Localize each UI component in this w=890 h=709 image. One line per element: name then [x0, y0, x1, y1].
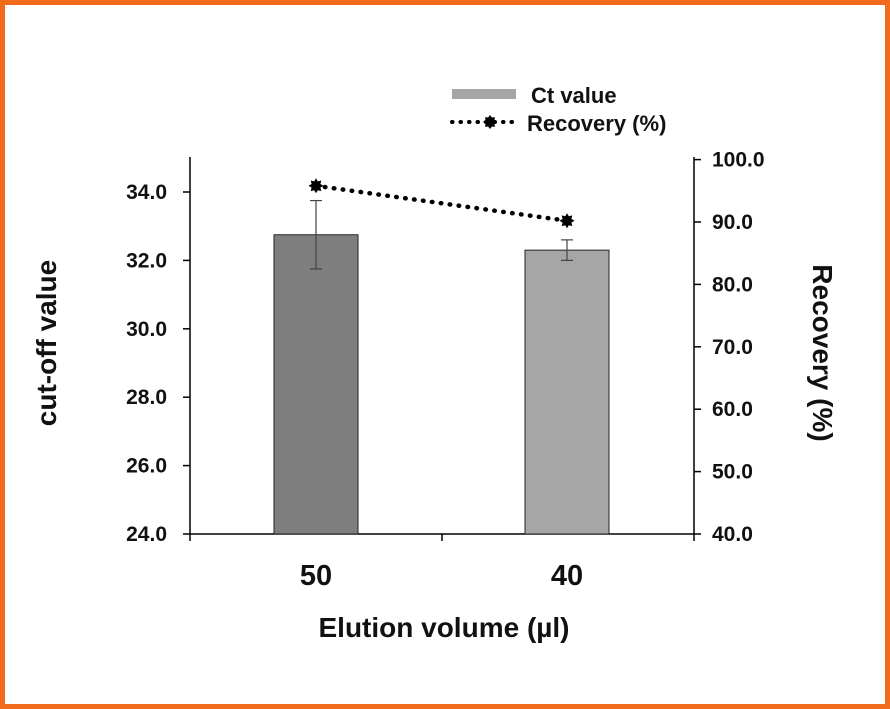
x-tick-label: 40 — [551, 560, 583, 592]
y2-axis-title: Recovery (%) — [807, 264, 838, 441]
y2-tick-label: 50.0 — [712, 461, 753, 484]
recovery-line — [308, 178, 575, 229]
recovery-point-50 — [308, 178, 324, 194]
y-tick-label: 30.0 — [126, 318, 167, 341]
legend-swatch-ct — [452, 89, 516, 99]
bars — [273, 199, 610, 535]
bar-ct-50 — [273, 234, 359, 535]
legend-label-recovery: Recovery (%) — [527, 111, 666, 136]
y-tick-label: 32.0 — [126, 249, 167, 272]
legend: Ct value Recovery (%) — [450, 83, 666, 136]
y2-tick-label: 70.0 — [712, 336, 753, 359]
legend-label-ct: Ct value — [531, 83, 617, 108]
y2-tick-label: 80.0 — [712, 273, 753, 296]
y-axis-title: cut-off value — [31, 260, 62, 426]
recovery-point-40 — [559, 213, 575, 229]
y-tick-label: 26.0 — [126, 455, 167, 478]
y2-tick-label: 60.0 — [712, 398, 753, 421]
y-tick-label: 28.0 — [126, 386, 167, 409]
recovery-line-segment — [313, 183, 570, 224]
y-tick-label: 34.0 — [126, 181, 167, 204]
y2-tick-label: 90.0 — [712, 211, 753, 234]
x-axis-title: Elution volume (µl) — [318, 612, 569, 643]
y2-tick-label: 100.0 — [712, 149, 765, 172]
x-tick-label: 50 — [300, 560, 332, 592]
y-tick-label: 24.0 — [126, 523, 167, 546]
bar-ct-40 — [524, 249, 610, 535]
labels: 24.0 26.0 28.0 30.0 32.0 34.0 40.0 50.0 60.0 70.0… — [126, 149, 764, 592]
y2-tick-label: 40.0 — [712, 523, 753, 546]
axes — [183, 157, 701, 541]
legend-marker-recovery — [483, 115, 497, 129]
